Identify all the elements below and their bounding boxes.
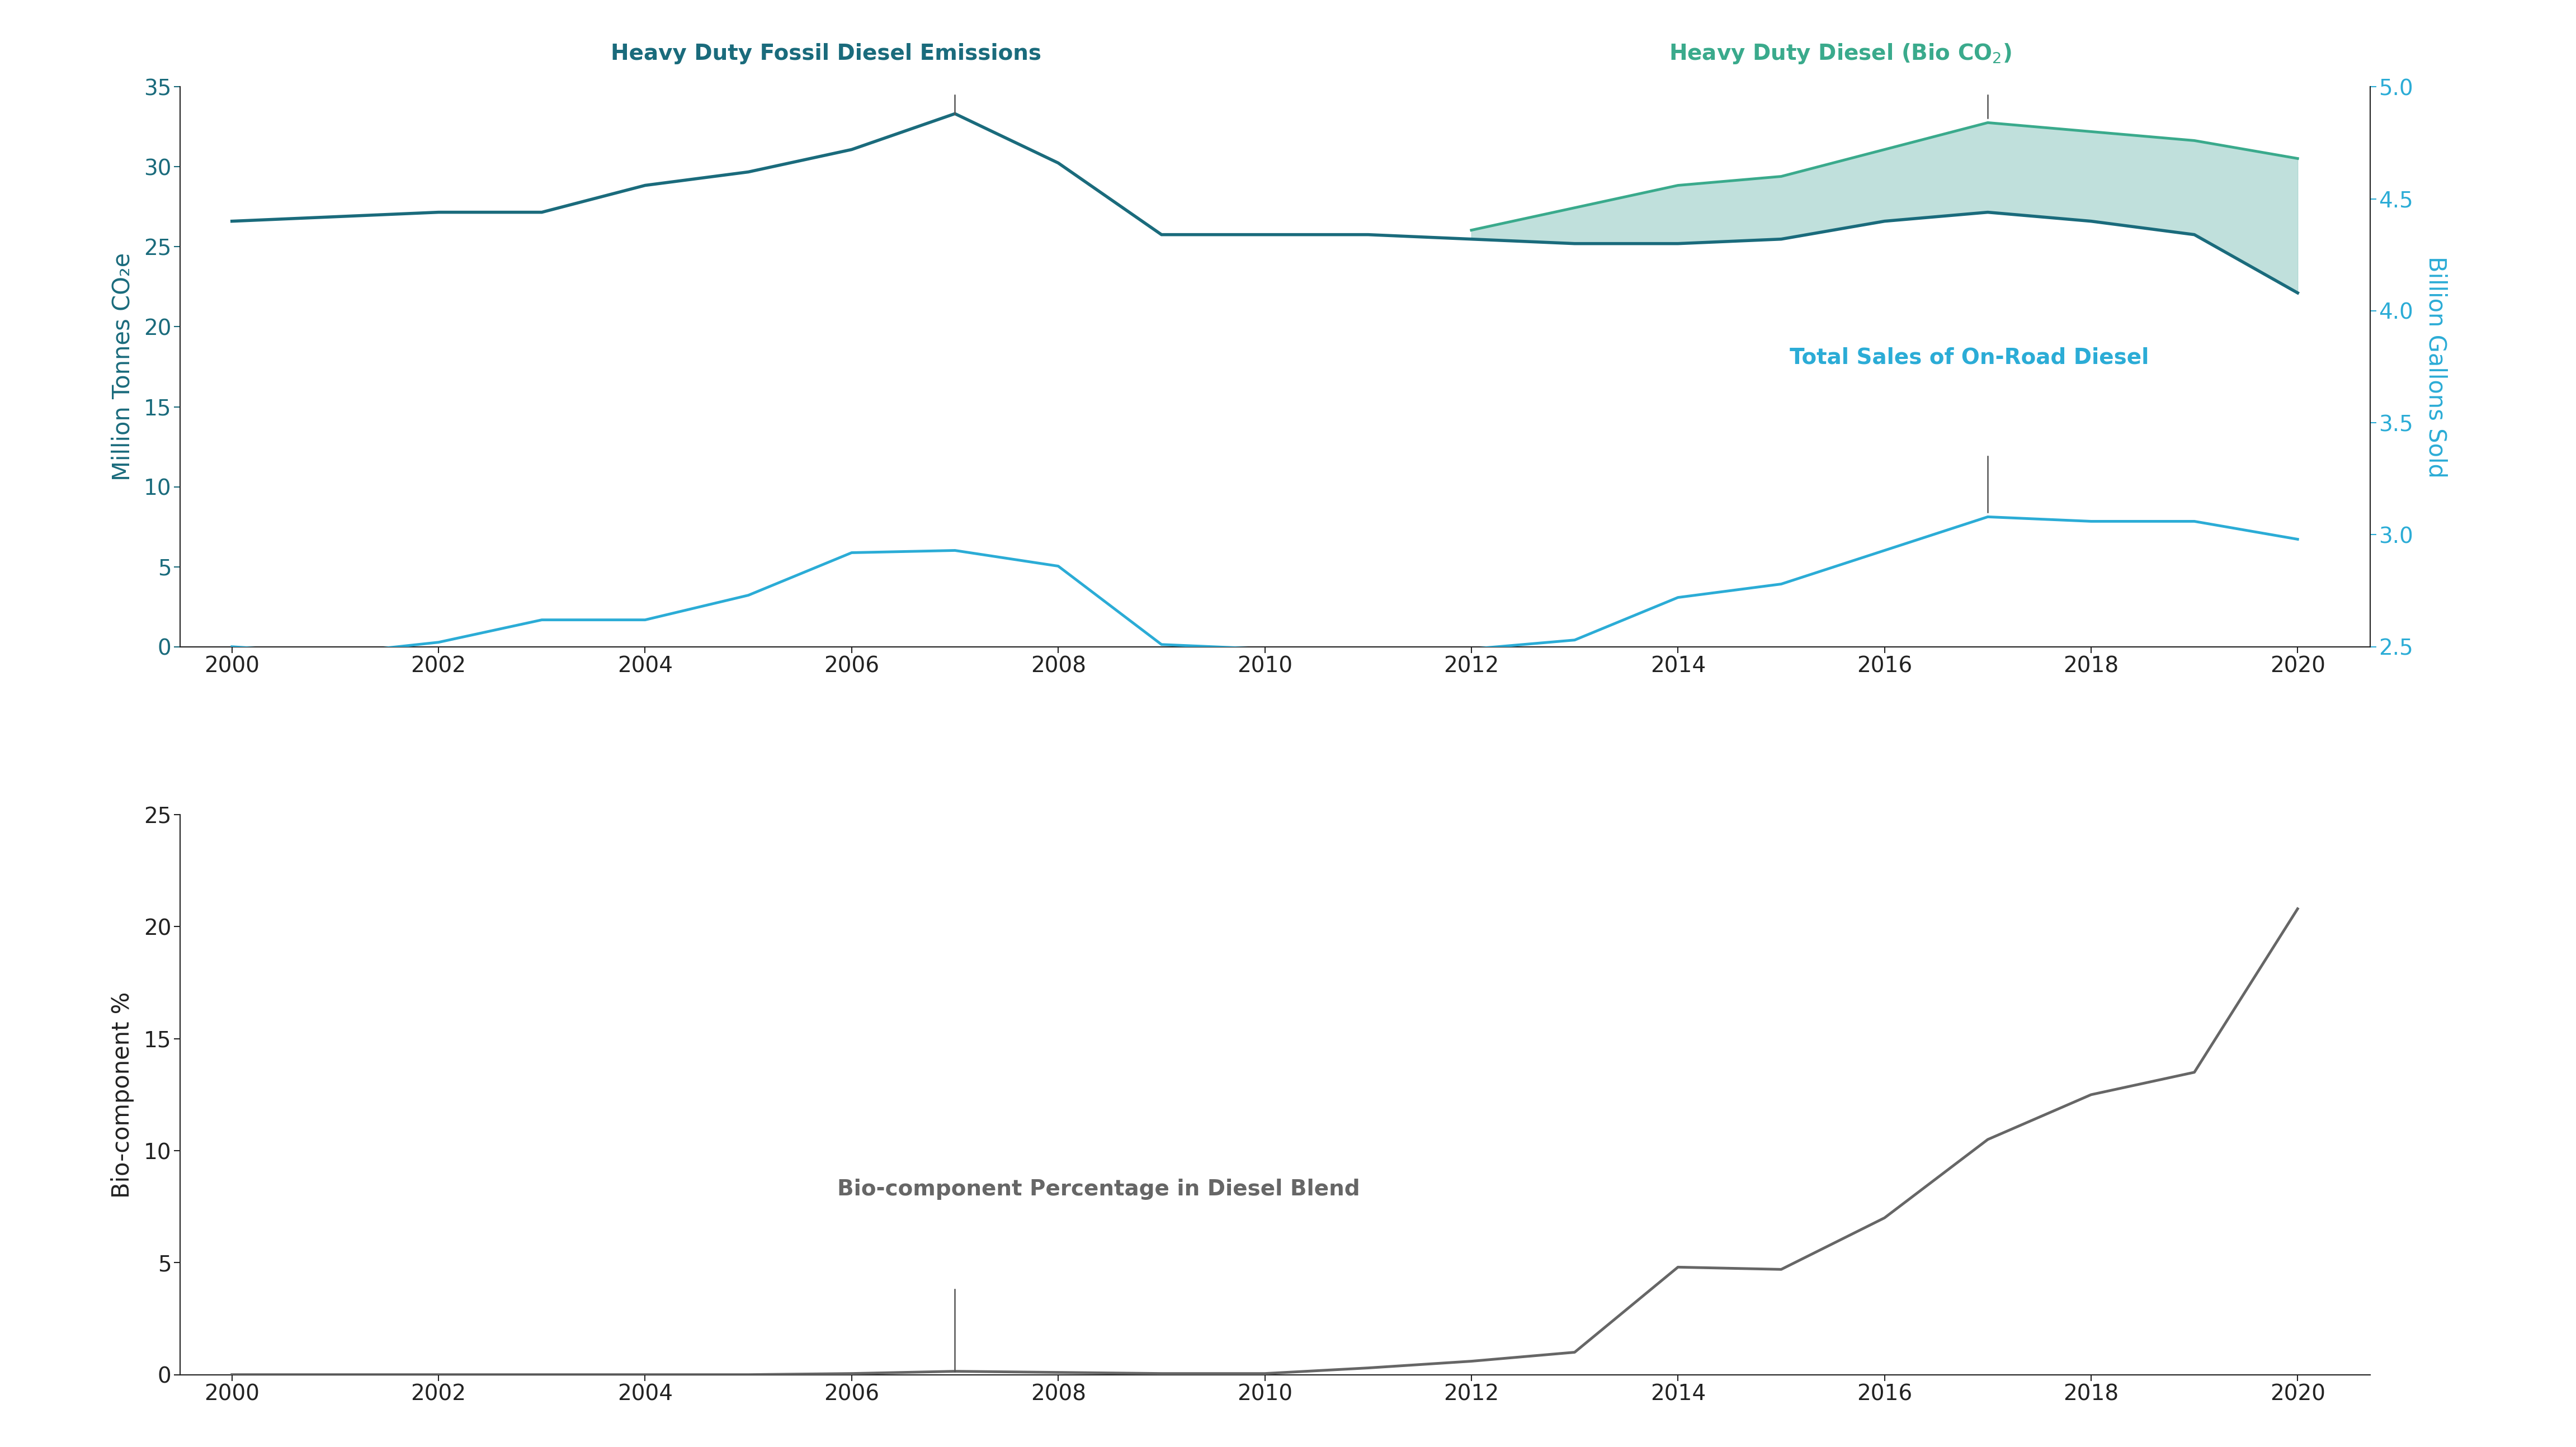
Y-axis label: Million Tonnes CO₂e: Million Tonnes CO₂e — [111, 253, 134, 480]
Y-axis label: Bio-component %: Bio-component % — [111, 991, 134, 1198]
Text: Bio-component Percentage in Diesel Blend: Bio-component Percentage in Diesel Blend — [837, 1179, 1360, 1200]
Text: Total Sales of On-Road Diesel: Total Sales of On-Road Diesel — [1790, 347, 2148, 369]
Text: Heavy Duty Fossil Diesel Emissions: Heavy Duty Fossil Diesel Emissions — [611, 43, 1041, 65]
Text: Heavy Duty Diesel (Bio CO$_2$): Heavy Duty Diesel (Bio CO$_2$) — [1669, 42, 2012, 65]
Y-axis label: Billion Gallons Sold: Billion Gallons Sold — [2424, 256, 2447, 478]
